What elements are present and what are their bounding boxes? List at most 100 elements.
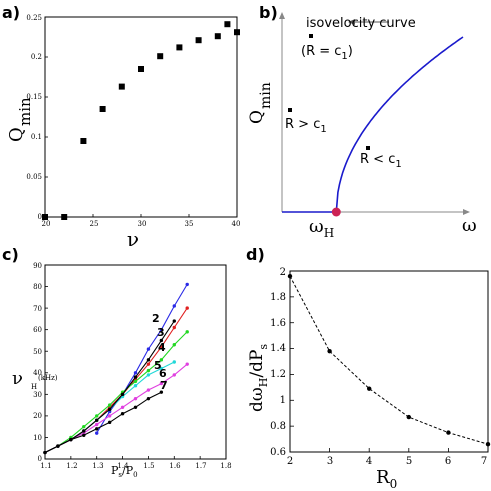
panel-a-frame	[44, 16, 238, 218]
annotation-arrow-head	[348, 19, 355, 25]
panel-c-point	[185, 282, 189, 287]
panel-d-xtick: 6	[445, 456, 451, 467]
panel-c-xlabel: Ps/P0	[111, 464, 138, 479]
marker-r-equal	[309, 34, 313, 38]
panel-d-point	[485, 442, 491, 447]
panel-c-xtick: 1.4	[117, 462, 129, 470]
panel-c-point	[133, 379, 138, 384]
panel-b-x-arrow	[463, 209, 470, 215]
panel-d-point	[406, 414, 411, 420]
series-label-7: 7	[160, 379, 168, 392]
panel-d-ytick: 1.4	[270, 343, 286, 354]
panel-a-xlabel: ν	[127, 227, 139, 251]
panel-d-xtick: 5	[406, 456, 412, 467]
series-label-6: 6	[159, 367, 167, 380]
panel-a-ytick: 0.2	[31, 53, 42, 61]
omega-h-point	[331, 207, 341, 217]
panel-a-ytick: 0.1	[31, 133, 42, 141]
panel-c-point	[95, 414, 99, 418]
panel-d-frame	[289, 270, 489, 453]
panel-c-point	[120, 392, 125, 397]
panel-a-point	[157, 53, 164, 60]
panel-d-point	[367, 386, 372, 391]
panel-c-series	[43, 282, 189, 455]
panel-c-ytick: 20	[33, 412, 42, 420]
panel-a-point	[80, 138, 87, 144]
panel-a-xtick: 25	[90, 220, 99, 228]
panel-c: c) 1.1 1.2 1.3 1.4 1.5 1.6 1.7 1.8 0 10 …	[2, 245, 232, 479]
panel-c-point	[120, 405, 125, 409]
panel-c-point	[159, 390, 164, 394]
panel-a-ytick: 0.15	[26, 93, 42, 101]
panel-d-ylabel: dωH/dPs	[247, 344, 270, 412]
marker-r-less	[366, 146, 370, 150]
panel-c-frame	[44, 264, 227, 460]
panel-c-ytick: 60	[33, 326, 42, 334]
panel-c-point	[146, 358, 151, 362]
panel-c-point	[133, 396, 138, 401]
panel-d-ticks	[289, 270, 489, 453]
panel-c-point	[82, 433, 86, 437]
panel-a-point	[214, 33, 221, 40]
panel-c-point	[133, 371, 138, 375]
panel-c-point	[159, 358, 164, 362]
panel-c-point	[107, 414, 112, 418]
panel-a-xtick: 30	[138, 220, 147, 228]
panel-c-point	[146, 347, 151, 351]
panel-c-point	[172, 343, 176, 347]
panel-c-point	[95, 422, 99, 427]
label-r-equal: (R = c1)	[301, 44, 353, 62]
panel-c-point	[146, 368, 151, 373]
panel-c-ytick: 10	[33, 434, 42, 442]
series-label-4: 4	[158, 341, 166, 354]
panel-c-point	[172, 360, 176, 364]
panel-c-point	[95, 418, 99, 422]
panel-c-point	[146, 388, 151, 392]
panel-a-xtick: 35	[185, 220, 194, 228]
series-label-3: 3	[157, 326, 165, 339]
panel-c-point	[159, 381, 164, 386]
omega-h-label: ωH	[309, 216, 334, 240]
panel-a-ylabel-sub: min	[16, 97, 34, 126]
panel-d-xtick: 7	[481, 456, 487, 467]
panel-d-series-line	[289, 275, 489, 445]
panel-a-point	[42, 214, 48, 220]
panel-c-point	[56, 444, 60, 448]
panel-b-ylabel-sub: min	[258, 82, 274, 109]
panel-a: a) 20 25 30 35 40 0 0.05 0.1 0.15 0.2 0.…	[2, 3, 240, 251]
panel-c-ytick: 30	[33, 391, 42, 399]
panel-c-point	[159, 345, 164, 349]
panel-c-point	[82, 424, 86, 429]
panel-c-ytick: 0	[38, 455, 42, 463]
panel-d-ytick: 1.2	[270, 369, 286, 380]
panel-c-point	[95, 427, 99, 431]
panel-c-label: c)	[2, 245, 19, 264]
panel-c-point	[159, 327, 164, 332]
panel-c-point	[107, 403, 112, 407]
panel-d-ytick: 0.6	[270, 447, 286, 458]
panel-c-point	[185, 306, 189, 310]
panel-c-ytick: 90	[33, 262, 42, 270]
panel-d-xtick: 3	[327, 456, 333, 467]
panel-a-ticks	[44, 16, 238, 218]
panel-c-point	[146, 362, 151, 366]
panel-c-ylabel-sub: H	[31, 383, 37, 391]
panel-c-ylabel-unit: (kHz)	[38, 374, 58, 382]
marker-r-greater	[288, 108, 292, 112]
panel-a-point	[195, 37, 202, 44]
panel-c-point	[159, 338, 164, 343]
panel-a-point	[176, 44, 183, 51]
panel-d-points	[287, 273, 491, 447]
panel-a-point	[224, 21, 231, 28]
panel-c-xtick: 1.7	[195, 462, 206, 470]
panel-a-xtick: 20	[42, 220, 51, 228]
panel-d-ytick: 0.8	[270, 421, 286, 432]
panel-c-point	[133, 405, 138, 409]
series-label-5: 5	[154, 359, 162, 372]
panel-a-ylabel-main: Q	[6, 127, 27, 142]
panel-a-label: a)	[2, 3, 20, 22]
panel-c-point	[69, 437, 73, 442]
panel-d-ytick: 1.8	[270, 292, 286, 303]
panel-b-label: b)	[259, 3, 278, 22]
panel-c-xtick: 1.3	[92, 462, 103, 470]
